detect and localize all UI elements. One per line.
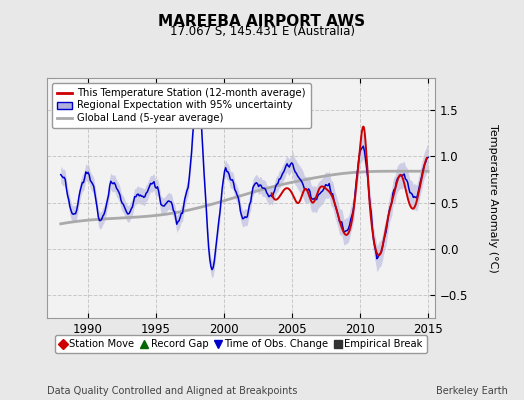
- Legend: This Temperature Station (12-month average), Regional Expectation with 95% uncer: This Temperature Station (12-month avera…: [52, 83, 311, 128]
- Y-axis label: Temperature Anomaly (°C): Temperature Anomaly (°C): [488, 124, 498, 272]
- Legend: Station Move, Record Gap, Time of Obs. Change, Empirical Break: Station Move, Record Gap, Time of Obs. C…: [56, 335, 427, 353]
- Text: 17.067 S, 145.431 E (Australia): 17.067 S, 145.431 E (Australia): [169, 25, 355, 38]
- Text: Berkeley Earth: Berkeley Earth: [436, 386, 508, 396]
- Text: MAREEBA AIRPORT AWS: MAREEBA AIRPORT AWS: [158, 14, 366, 29]
- Text: Data Quality Controlled and Aligned at Breakpoints: Data Quality Controlled and Aligned at B…: [47, 386, 298, 396]
